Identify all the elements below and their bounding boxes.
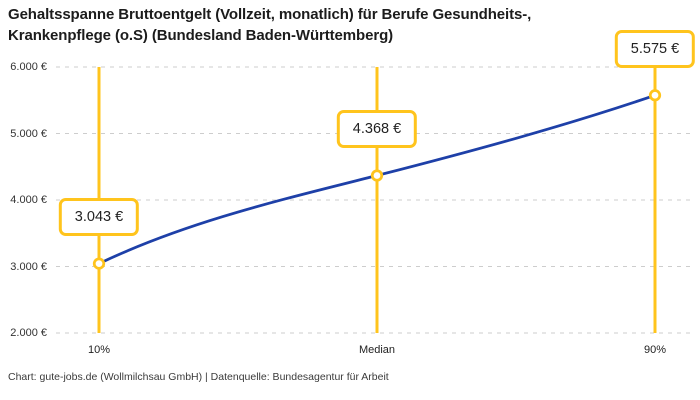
y-axis-tick-label: 6.000 € [10,61,47,73]
value-label-box: 5.575 € [614,29,696,68]
value-label-box: 4.368 € [336,110,418,149]
data-point-marker [370,169,384,182]
x-axis-tick-label: 90% [643,344,667,356]
x-axis-tick-label: Median [358,344,396,356]
data-point-marker [92,257,106,270]
y-axis-tick-label: 5.000 € [10,127,47,140]
chart-title: Gehaltsspanne Bruttoentgelt (Vollzeit, m… [8,6,532,44]
data-point-marker [648,89,662,102]
y-axis-tick-label: 2.000 € [10,327,47,339]
x-axis-tick-label: 10% [87,344,111,356]
value-label-box: 3.043 € [58,198,140,237]
y-axis-tick-label: 3.000 € [10,260,47,273]
y-axis-tick-label: 4.000 € [10,194,47,206]
chart-source-footer: Chart: gute-jobs.de (Wollmilchsau GmbH) … [8,371,389,383]
